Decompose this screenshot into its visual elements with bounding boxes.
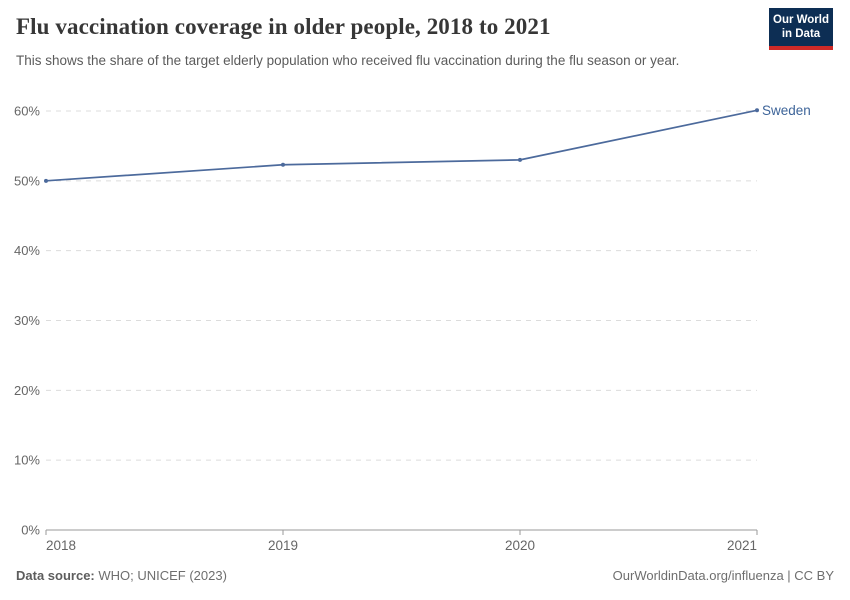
page-title: Flu vaccination coverage in older people… xyxy=(16,14,551,39)
x-tick-label: 2020 xyxy=(505,538,535,553)
owid-logo: Our World in Data xyxy=(769,8,833,50)
owid-logo-line1: Our World xyxy=(773,14,830,26)
x-tick-label: 2019 xyxy=(268,538,298,553)
data-source-label: Data source: xyxy=(16,568,95,583)
chart-footer: Data source: WHO; UNICEF (2023) OurWorld… xyxy=(16,568,834,583)
data-point xyxy=(755,108,759,113)
y-tick-label: 60% xyxy=(14,104,40,119)
y-tick-label: 10% xyxy=(14,453,40,468)
y-tick-label: 30% xyxy=(14,313,40,328)
series-end-label: Sweden xyxy=(762,103,811,118)
data-source: Data source: WHO; UNICEF (2023) xyxy=(16,568,227,583)
data-point xyxy=(281,162,285,167)
x-tick-label: 2018 xyxy=(46,538,76,553)
y-tick-label: 40% xyxy=(14,243,40,258)
data-source-value: WHO; UNICEF (2023) xyxy=(94,568,227,583)
data-point xyxy=(518,157,522,162)
owid-logo-line2: in Data xyxy=(781,28,821,41)
data-line xyxy=(45,109,758,182)
x-tick-label: 2021 xyxy=(727,538,757,553)
y-tick-label: 0% xyxy=(21,523,40,538)
y-tick-label: 20% xyxy=(14,383,40,398)
y-tick-label: 50% xyxy=(14,173,40,188)
attribution: OurWorldinData.org/influenza | CC BY xyxy=(612,568,834,583)
line-chart: 0% 10% 20% 30% 40% 50% 60% 2018 2019 2020 2021 Swed… xyxy=(14,103,811,553)
chart-subtitle: This shows the share of the target elder… xyxy=(16,53,680,68)
data-point xyxy=(44,178,48,183)
